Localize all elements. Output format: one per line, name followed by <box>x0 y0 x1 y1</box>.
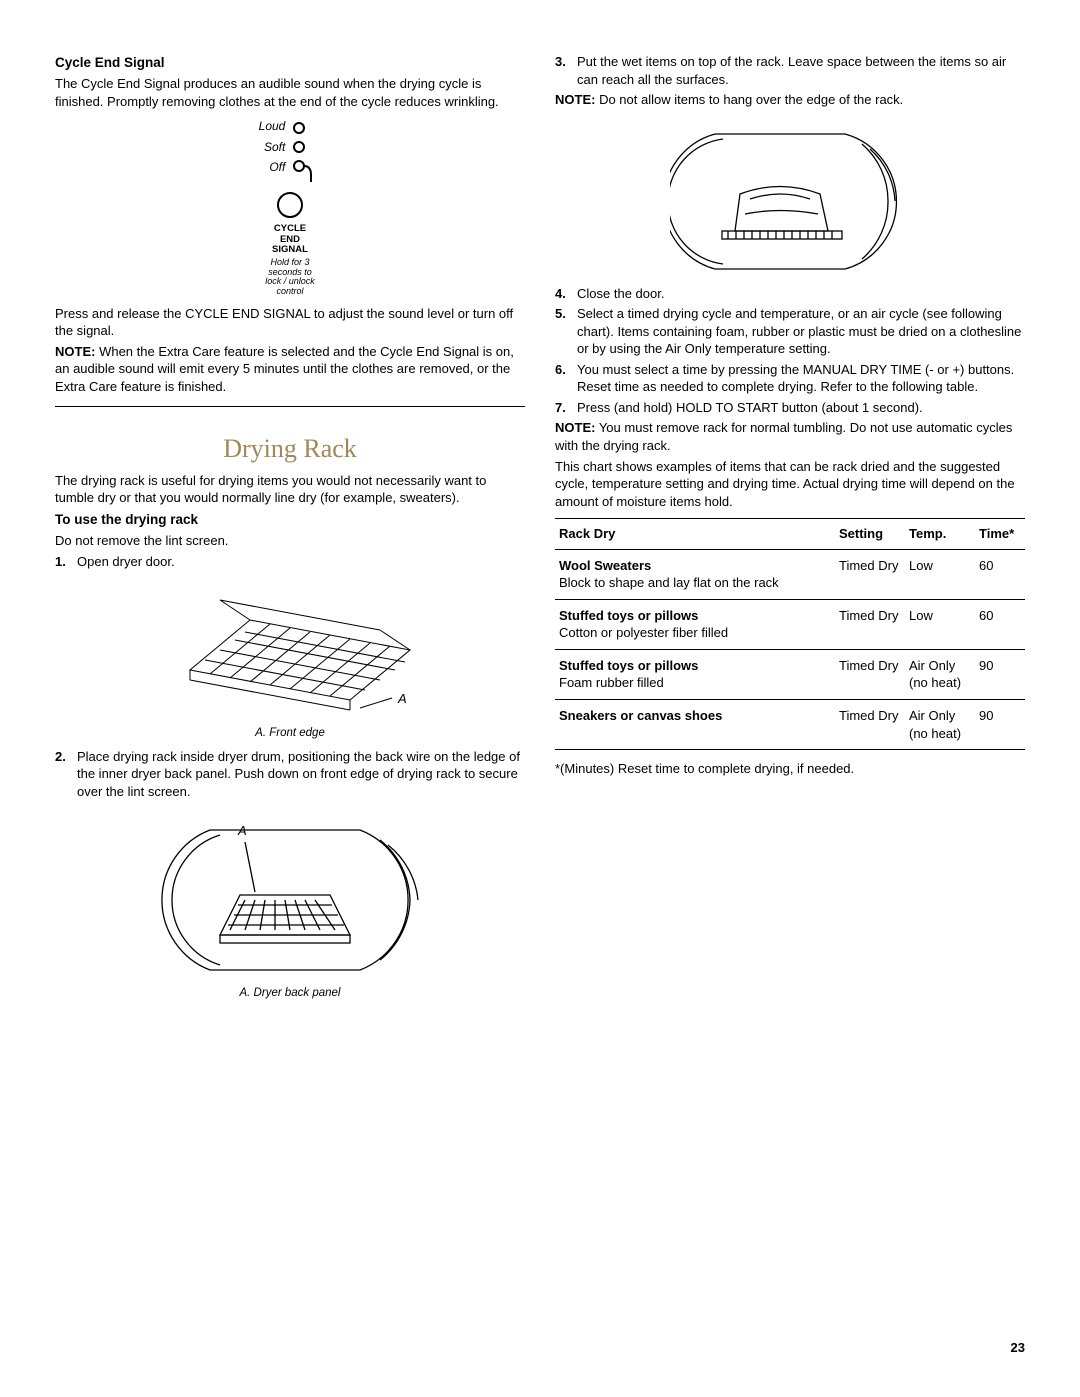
knob-title-3: SIGNAL <box>259 245 322 255</box>
cycle-end-note-text: When the Extra Care feature is selected … <box>55 344 514 394</box>
chart-intro: This chart shows examples of items that … <box>555 458 1025 511</box>
right-note1: NOTE: Do not allow items to hang over th… <box>555 91 1025 109</box>
list-item: 3.Put the wet items on top of the rack. … <box>555 53 1025 88</box>
step-number: 7. <box>555 399 577 417</box>
rack-figure-2: A A. Dryer back panel <box>55 810 525 1002</box>
note-lead: NOTE: <box>555 92 595 107</box>
rack-svg-1: A <box>160 580 420 720</box>
cycle-end-heading: Cycle End Signal <box>55 54 525 72</box>
cycle-end-p1: The Cycle End Signal produces an audible… <box>55 75 525 110</box>
list-item: 7.Press (and hold) HOLD TO START button … <box>555 399 1025 417</box>
note-lead: NOTE: <box>555 420 595 435</box>
cycle-end-knob-figure: Loud Soft Off CYCLE END <box>55 120 525 299</box>
list-item: 5.Select a timed drying cycle and temper… <box>555 305 1025 358</box>
list-item: 2.Place drying rack inside dryer drum, p… <box>55 748 525 801</box>
cycle-end-note: NOTE: When the Extra Care feature is sel… <box>55 343 525 396</box>
drying-rack-subhead: To use the drying rack <box>55 511 525 529</box>
step-number: 6. <box>555 361 577 396</box>
knob-circle-svg <box>275 190 305 220</box>
rack-svg-2: A <box>150 810 430 980</box>
knob-soft-label: Soft <box>264 140 285 154</box>
row-time: 60 <box>975 549 1025 599</box>
note1-text: Do not allow items to hang over the edge… <box>595 92 903 107</box>
cycle-end-p2: Press and release the CYCLE END SIGNAL t… <box>55 305 525 340</box>
fig1-caption: A. Front edge <box>55 726 525 742</box>
right-note2: NOTE: You must remove rack for normal tu… <box>555 419 1025 454</box>
step-text: Press (and hold) HOLD TO START button (a… <box>577 399 923 417</box>
page-number: 23 <box>1011 1339 1025 1357</box>
row-setting: Timed Dry <box>835 599 905 649</box>
row-desc: Block to shape and lay flat on the rack <box>559 574 831 592</box>
step-number: 4. <box>555 285 577 303</box>
right-column: 3.Put the wet items on top of the rack. … <box>555 50 1025 1008</box>
table-row: Wool SweatersBlock to shape and lay flat… <box>555 549 1025 599</box>
step-text: Open dryer door. <box>77 553 175 571</box>
knob-sub-4: control <box>259 287 322 297</box>
drying-rack-p2: Do not remove the lint screen. <box>55 532 525 550</box>
row-time: 90 <box>975 700 1025 750</box>
knob-off-label: Off <box>269 160 285 174</box>
row-time: 90 <box>975 649 1025 699</box>
list-item: 1.Open dryer door. <box>55 553 525 571</box>
step-number: 5. <box>555 305 577 358</box>
step-text: Close the door. <box>577 285 664 303</box>
th-time: Time* <box>975 519 1025 550</box>
step-text: Put the wet items on top of the rack. Le… <box>577 53 1025 88</box>
table-row: Stuffed toys or pillowsCotton or polyest… <box>555 599 1025 649</box>
step-text: Place drying rack inside dryer drum, pos… <box>77 748 525 801</box>
divider <box>55 406 525 407</box>
fig1-label-a: A <box>397 691 407 706</box>
rack-dry-table: Rack Dry Setting Temp. Time* Wool Sweate… <box>555 518 1025 750</box>
row-title: Sneakers or canvas shoes <box>559 707 831 725</box>
step-number: 1. <box>55 553 77 571</box>
note-lead: NOTE: <box>55 344 95 359</box>
rack-figure-3 <box>555 119 1025 279</box>
knob-indicator-svg <box>291 120 321 182</box>
th-setting: Setting <box>835 519 905 550</box>
row-time: 60 <box>975 599 1025 649</box>
step-text: Select a timed drying cycle and temperat… <box>577 305 1025 358</box>
step-text: You must select a time by pressing the M… <box>577 361 1025 396</box>
row-temp: Low <box>905 549 975 599</box>
row-setting: Timed Dry <box>835 649 905 699</box>
row-temp: Air Only (no heat) <box>905 649 975 699</box>
step-number: 2. <box>55 748 77 801</box>
row-desc: Cotton or polyester fiber filled <box>559 624 831 642</box>
rack-svg-3 <box>670 119 910 279</box>
row-temp: Air Only (no heat) <box>905 700 975 750</box>
table-row: Sneakers or canvas shoes Timed Dry Air O… <box>555 700 1025 750</box>
row-setting: Timed Dry <box>835 549 905 599</box>
left-column: Cycle End Signal The Cycle End Signal pr… <box>55 50 525 1008</box>
table-footnote: *(Minutes) Reset time to complete drying… <box>555 760 1025 778</box>
row-title: Stuffed toys or pillows <box>559 657 831 675</box>
fig2-caption: A. Dryer back panel <box>55 986 525 1002</box>
row-title: Wool Sweaters <box>559 557 831 575</box>
th-temp: Temp. <box>905 519 975 550</box>
fig2-label-a: A <box>237 823 247 838</box>
row-desc: Foam rubber filled <box>559 674 831 692</box>
step-number: 3. <box>555 53 577 88</box>
drying-rack-title: Drying Rack <box>55 431 525 466</box>
drying-rack-p1: The drying rack is useful for drying ite… <box>55 472 525 507</box>
list-item: 4.Close the door. <box>555 285 1025 303</box>
row-temp: Low <box>905 599 975 649</box>
th-rackdry: Rack Dry <box>555 519 835 550</box>
knob-loud-label: Loud <box>259 119 286 133</box>
list-item: 6.You must select a time by pressing the… <box>555 361 1025 396</box>
row-title: Stuffed toys or pillows <box>559 607 831 625</box>
note2-text: You must remove rack for normal tumbling… <box>555 420 1012 453</box>
rack-figure-1: A A. Front edge <box>55 580 525 742</box>
table-row: Stuffed toys or pillowsFoam rubber fille… <box>555 649 1025 699</box>
row-setting: Timed Dry <box>835 700 905 750</box>
